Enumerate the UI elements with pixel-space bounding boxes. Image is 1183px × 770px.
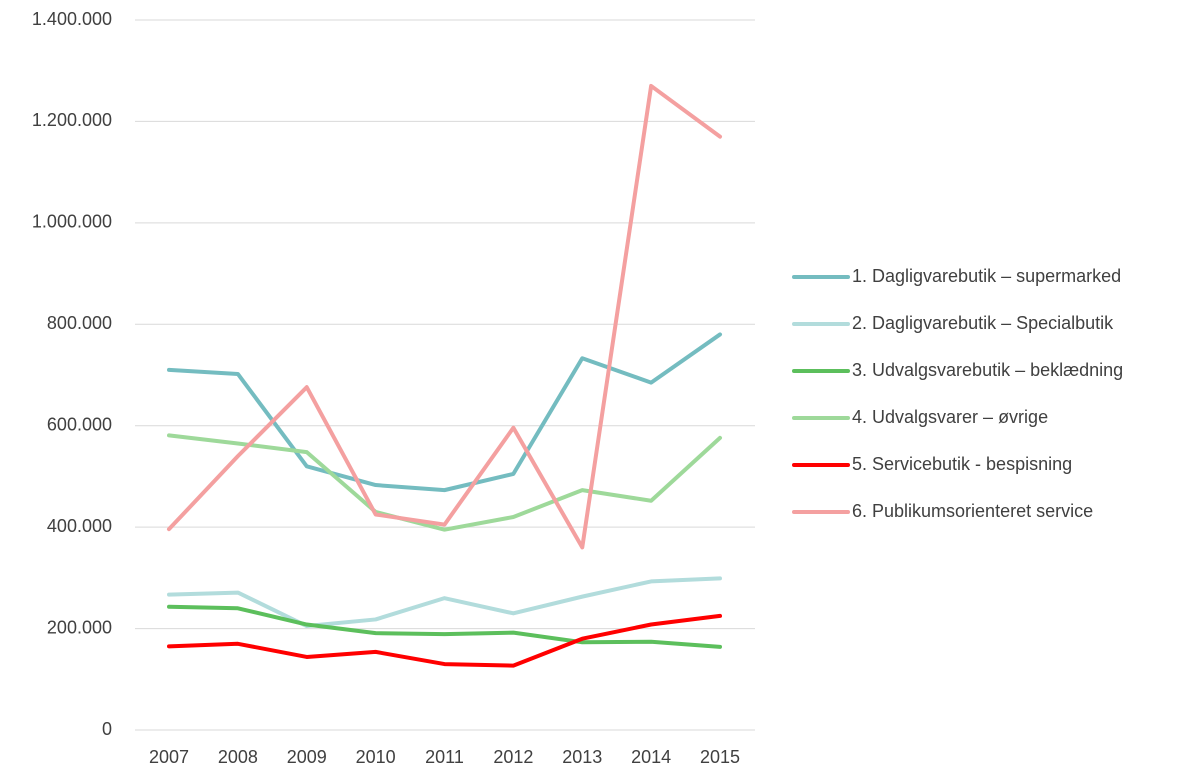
y-tick-label: 800.000 <box>47 313 112 333</box>
y-tick-label: 600.000 <box>47 414 112 434</box>
x-tick-label: 2008 <box>218 747 258 767</box>
x-tick-label: 2011 <box>425 747 464 767</box>
legend-label: 4. Udvalgsvarer – øvrige <box>852 407 1048 427</box>
x-tick-label: 2009 <box>287 747 327 767</box>
x-tick-label: 2012 <box>493 747 533 767</box>
y-tick-label: 1.400.000 <box>32 9 112 29</box>
y-tick-label: 400.000 <box>47 516 112 536</box>
x-tick-label: 2007 <box>149 747 189 767</box>
series-line <box>167 613 722 668</box>
legend-label: 1. Dagligvarebutik – supermarked <box>852 266 1121 286</box>
y-tick-label: 1.000.000 <box>32 212 112 232</box>
x-tick-label: 2013 <box>562 747 602 767</box>
y-tick-label: 1.200.000 <box>32 110 112 130</box>
y-tick-label: 200.000 <box>47 617 112 637</box>
series-line <box>167 83 722 550</box>
series-line <box>167 433 722 532</box>
series-line <box>167 604 722 649</box>
series-line <box>167 576 722 629</box>
series-line <box>167 332 722 493</box>
legend-label: 3. Udvalgsvarebutik – beklædning <box>852 360 1123 380</box>
legend-label: 5. Servicebutik - bespisning <box>852 454 1072 474</box>
x-tick-label: 2014 <box>631 747 671 767</box>
y-tick-label: 0 <box>102 719 112 739</box>
legend-label: 6. Publikumsorienteret service <box>852 501 1093 521</box>
x-tick-label: 2015 <box>700 747 740 767</box>
x-tick-label: 2010 <box>356 747 396 767</box>
legend-label: 2. Dagligvarebutik – Specialbutik <box>852 313 1114 333</box>
